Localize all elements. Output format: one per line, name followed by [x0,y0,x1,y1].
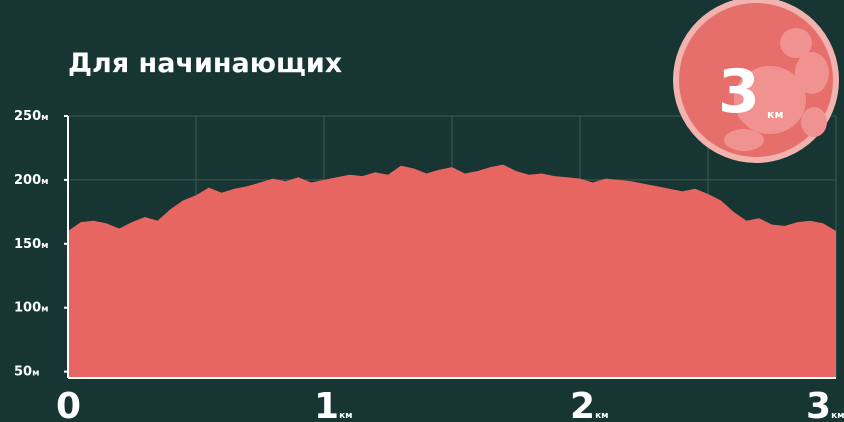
y-tick-label: 250м [14,109,49,124]
y-tick-label: 100м [14,301,49,316]
x-tick-label: 2км [570,386,609,422]
x-tick-labels: 0 1км 2км 3км [56,386,844,422]
badge-unit: км [767,108,783,121]
elevation-area [68,164,836,378]
y-tick-labels: 250м 200м 150м 100м 50м [14,109,68,380]
x-tick-label: 3км [806,386,844,422]
y-tick-label: 200м [14,173,49,188]
x-tick-label: 1км [314,386,353,422]
footprint-icon [724,28,829,151]
y-tick-label: 50м [14,365,39,380]
distance-badge: 3 км [673,0,839,163]
y-tick-label: 150м [14,237,49,252]
x-tick-label: 0 [56,386,81,422]
badge-value: 3 [718,57,760,127]
chart-title: Для начинающих [68,48,342,79]
